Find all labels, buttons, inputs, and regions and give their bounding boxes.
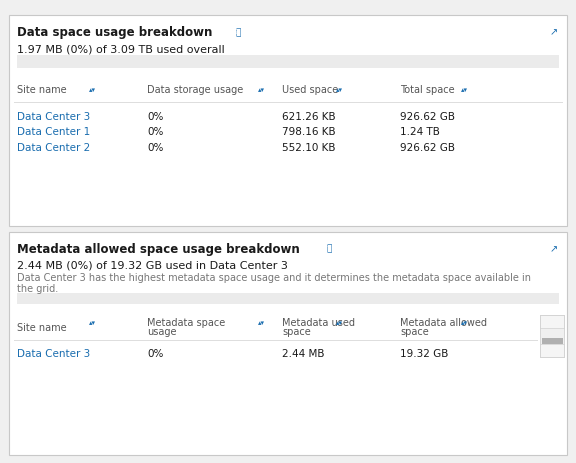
Text: ▴▾: ▴▾	[89, 88, 96, 93]
Text: 798.16 KB: 798.16 KB	[282, 127, 336, 137]
Text: 2.44 MB: 2.44 MB	[282, 348, 325, 358]
Text: 0%: 0%	[147, 112, 163, 122]
Text: Metadata allowed space usage breakdown: Metadata allowed space usage breakdown	[17, 242, 300, 255]
FancyBboxPatch shape	[17, 56, 559, 69]
Text: Data Center 3: Data Center 3	[17, 112, 90, 122]
FancyBboxPatch shape	[542, 338, 563, 344]
Text: ▴▾: ▴▾	[89, 320, 96, 325]
Text: Data Center 2: Data Center 2	[17, 142, 90, 152]
Text: space: space	[400, 326, 429, 337]
Text: ▴▾: ▴▾	[258, 88, 265, 93]
Text: 0%: 0%	[147, 142, 163, 152]
Text: ↗: ↗	[550, 244, 558, 254]
Text: ▴▾: ▴▾	[461, 88, 468, 93]
Text: space: space	[282, 326, 311, 337]
Text: ▴▾: ▴▾	[258, 320, 265, 325]
Text: Used space: Used space	[282, 85, 339, 95]
Text: ❓: ❓	[235, 28, 240, 37]
Text: 1.97 MB (0%) of 3.09 TB used overall: 1.97 MB (0%) of 3.09 TB used overall	[17, 44, 225, 55]
FancyBboxPatch shape	[540, 316, 564, 357]
FancyBboxPatch shape	[9, 232, 567, 455]
Text: 19.32 GB: 19.32 GB	[400, 348, 449, 358]
Text: ❓: ❓	[327, 244, 332, 253]
Text: Metadata allowed: Metadata allowed	[400, 318, 487, 328]
Text: 552.10 KB: 552.10 KB	[282, 142, 336, 152]
Text: ↗: ↗	[550, 27, 558, 38]
Text: 2.44 MB (0%) of 19.32 GB used in Data Center 3: 2.44 MB (0%) of 19.32 GB used in Data Ce…	[17, 260, 288, 270]
Text: 1.24 TB: 1.24 TB	[400, 127, 440, 137]
Text: 926.62 GB: 926.62 GB	[400, 142, 455, 152]
Text: ⌃: ⌃	[549, 318, 556, 327]
Text: usage: usage	[147, 326, 176, 337]
Text: Metadata space: Metadata space	[147, 318, 225, 328]
Text: Metadata used: Metadata used	[282, 318, 355, 328]
Text: the grid.: the grid.	[17, 283, 59, 293]
Text: Data space usage breakdown: Data space usage breakdown	[17, 26, 213, 39]
Text: Data Center 3 has the highest metadata space usage and it determines the metadat: Data Center 3 has the highest metadata s…	[17, 273, 531, 283]
Text: ▴▾: ▴▾	[461, 320, 468, 325]
Text: Data Center 1: Data Center 1	[17, 127, 90, 137]
Text: Data storage usage: Data storage usage	[147, 85, 243, 95]
Text: Data Center 3: Data Center 3	[17, 348, 90, 358]
Text: ?: ?	[327, 246, 330, 251]
Text: Total space: Total space	[400, 85, 455, 95]
FancyBboxPatch shape	[540, 344, 564, 357]
FancyBboxPatch shape	[9, 16, 567, 227]
Text: ?: ?	[235, 30, 238, 35]
Text: 0%: 0%	[147, 348, 163, 358]
Text: 926.62 GB: 926.62 GB	[400, 112, 455, 122]
Text: 0%: 0%	[147, 127, 163, 137]
Text: Site name: Site name	[17, 85, 67, 95]
FancyBboxPatch shape	[17, 293, 559, 304]
Text: Site name: Site name	[17, 322, 67, 332]
Text: ⌄: ⌄	[549, 346, 556, 356]
Text: ▴▾: ▴▾	[336, 88, 343, 93]
FancyBboxPatch shape	[540, 316, 564, 329]
Text: 621.26 KB: 621.26 KB	[282, 112, 336, 122]
Text: ▴▾: ▴▾	[336, 320, 343, 325]
